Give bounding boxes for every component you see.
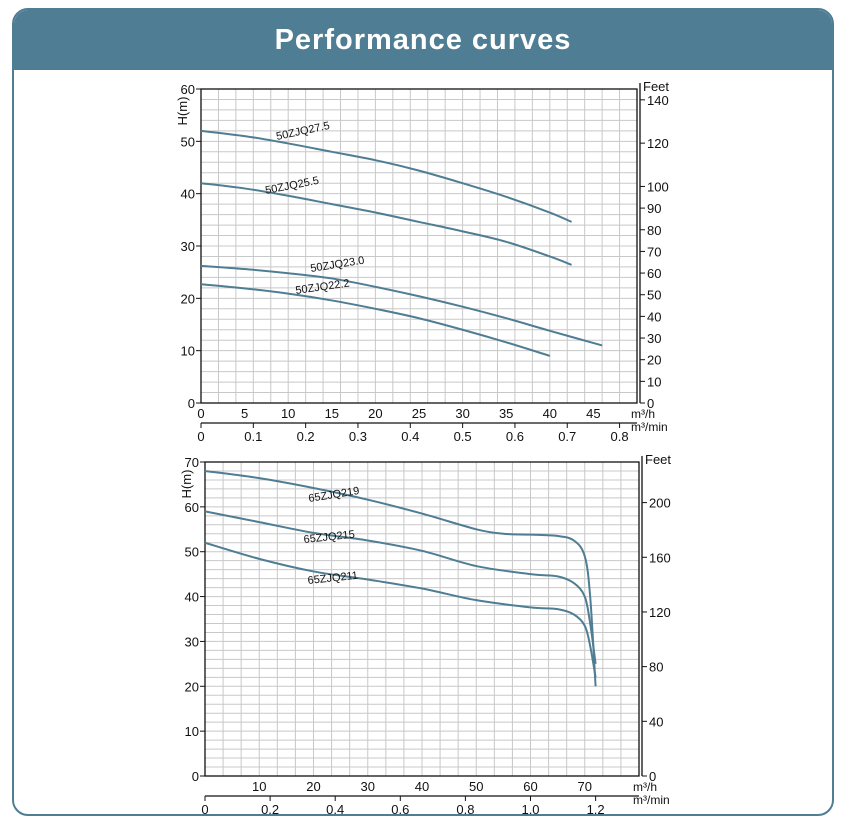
chart1-feet-tick-label: 60: [647, 266, 661, 281]
chart2-x-tick-label: 30: [361, 779, 375, 794]
chart2-feet-tick-label: 200: [649, 496, 671, 511]
chart1-feet-tick-label: 0: [647, 396, 654, 411]
chart1-x2-tick-label: 0.3: [349, 429, 367, 444]
chart1-x-tick-label: 30: [455, 406, 469, 421]
chart1-x2-tick-label: 0.5: [454, 429, 472, 444]
chart1-x-axis-label: m³/h: [631, 407, 655, 421]
chart1-series-label-50ZJQ27.5: 50ZJQ27.5: [275, 120, 331, 143]
chart1-feet-tick-label: 120: [647, 136, 669, 151]
chart1-feet-axis-label: Feet: [643, 79, 669, 94]
chart1-y-tick-label: 30: [181, 239, 195, 254]
chart2-y-tick-label: 60: [185, 500, 199, 515]
chart1-series-line-50ZJQ23.0: [200, 264, 603, 347]
chart1-x2-tick-label: 0.6: [506, 429, 524, 444]
chart2-x-axis-label: m³/h: [633, 780, 657, 794]
chart1-feet-tick-label: 100: [647, 179, 669, 194]
chart-frame: Performance curves: [12, 8, 834, 816]
chart1-feet-tick-label: 80: [647, 223, 661, 238]
chart2-feet-axis-label: Feet: [645, 452, 671, 467]
chart1-x-tick-label: 10: [281, 406, 295, 421]
chart1-x2-tick-label: 0.2: [297, 429, 315, 444]
chart1-y-tick-label: 50: [181, 134, 195, 149]
chart1-x2-tick-label: 0.8: [611, 429, 629, 444]
chart1-x2-tick-label: 0.1: [244, 429, 262, 444]
chart1-x-origin-label: 0: [197, 406, 204, 421]
chart1-feet-tick-label: 30: [647, 331, 661, 346]
chart1-feet-tick-label: 10: [647, 374, 661, 389]
chart2-series-line-65ZJQ219: [204, 469, 597, 687]
chart2-y-tick-label: 10: [185, 724, 199, 739]
chart2-feet-tick-label: 40: [649, 714, 663, 729]
chart2-series-line-65ZJQ211: [204, 541, 597, 678]
chart2-series-label-65ZJQ215: 65ZJQ215: [303, 529, 355, 546]
chart2-series-label-65ZJQ211: 65ZJQ211: [307, 570, 359, 587]
chart1-x2-tick-label: 0.4: [401, 429, 419, 444]
chart1-feet-tick-label: 20: [647, 353, 661, 368]
chart1-y-tick-label: 0: [188, 396, 195, 411]
chart2-x-tick-label: 50: [469, 779, 483, 794]
chart1-feet-tick-label: 40: [647, 309, 661, 324]
chart1-x-tick-label: 20: [368, 406, 382, 421]
chart2-feet-tick-label: 120: [649, 605, 671, 620]
chart1-x2-tick-label: 0: [197, 429, 204, 444]
chart1-y-tick-label: 60: [181, 82, 195, 97]
chart2-x-tick-label: 10: [252, 779, 266, 794]
page-title: Performance curves: [274, 23, 572, 56]
chart1-feet-tick-label: 70: [647, 244, 661, 259]
chart1-feet-tick-label: 140: [647, 93, 669, 108]
chart1-series-line-50ZJQ22.2: [200, 283, 551, 357]
chart1-y-tick-label: 10: [181, 344, 195, 359]
chart1-feet-tick-label: 50: [647, 288, 661, 303]
chart2-y-tick-label: 20: [185, 679, 199, 694]
chart2-x2-tick-label: 0.6: [391, 802, 409, 817]
title-bar: Performance curves: [14, 10, 832, 70]
chart2-x2-tick-label: 1.0: [521, 802, 539, 817]
chart1-x2-axis-label: m³/min: [631, 420, 668, 434]
chart2-x-tick-label: 40: [415, 779, 429, 794]
chart1-x-tick-label: 25: [412, 406, 426, 421]
chart2-x-tick-label: 20: [306, 779, 320, 794]
chart1-x2-tick-label: 0.7: [558, 429, 576, 444]
chart1-y-axis-label: H(m): [175, 97, 190, 126]
chart2-y-tick-label: 0: [192, 769, 199, 784]
chart2-plot-border: [204, 461, 640, 777]
chart1-series-label-50ZJQ23.0: 50ZJQ23.0: [310, 255, 366, 275]
chart1-series-line-50ZJQ25.5: [200, 182, 572, 266]
chart1-y-tick-label: 40: [181, 187, 195, 202]
chart1-x-tick-label: 45: [586, 406, 600, 421]
chart1-x-tick-label: 40: [543, 406, 557, 421]
chart1-x-tick-label: 5: [241, 406, 248, 421]
chart2-series-line-65ZJQ215: [204, 510, 597, 664]
chart1-series-label-50ZJQ22.2: 50ZJQ22.2: [295, 278, 351, 297]
chart2-x2-tick-label: 0: [201, 802, 208, 817]
chart2-x2-tick-label: 0.8: [456, 802, 474, 817]
chart2-x-tick-label: 60: [523, 779, 537, 794]
chart1-x-tick-label: 15: [325, 406, 339, 421]
chart1-x-tick-label: 35: [499, 406, 513, 421]
chart2-x-tick-label: 70: [578, 779, 592, 794]
chart2-feet-tick-label: 160: [649, 550, 671, 565]
chart2-x2-tick-label: 0.4: [326, 802, 344, 817]
chart2-y-axis-label: H(m): [179, 470, 194, 499]
chart2-x2-axis-label: m³/min: [633, 793, 670, 807]
chart2-y-tick-label: 50: [185, 545, 199, 560]
chart1-series-line-50ZJQ27.5: [200, 129, 572, 223]
chart2-feet-tick-label: 0: [649, 769, 656, 784]
chart2-x2-tick-label: 1.2: [587, 802, 605, 817]
chart2-x2-tick-label: 0.2: [261, 802, 279, 817]
chart1-feet-tick-label: 90: [647, 201, 661, 216]
chart1-y-tick-label: 20: [181, 291, 195, 306]
chart2-y-tick-label: 70: [185, 455, 199, 470]
chart2-feet-tick-label: 80: [649, 660, 663, 675]
chart2-y-tick-label: 40: [185, 590, 199, 605]
chart2-y-tick-label: 30: [185, 634, 199, 649]
